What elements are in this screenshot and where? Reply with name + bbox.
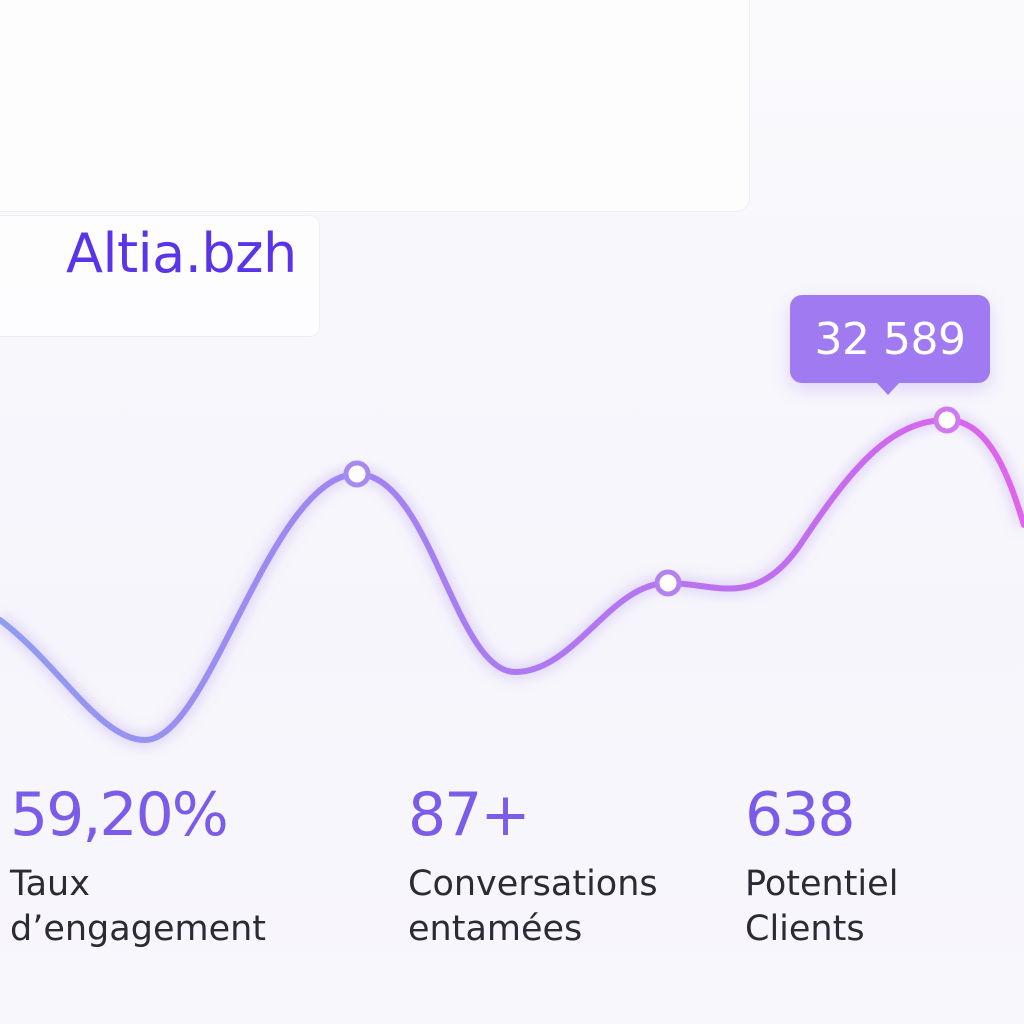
stat-value: 59,20% — [10, 780, 229, 850]
stat-label: Conversations entamées — [408, 864, 658, 949]
data-point-marker[interactable] — [343, 460, 371, 488]
trend-line-glow — [0, 412, 1024, 748]
stat-engagement-rate: 59,20% Taux d’engagement — [10, 780, 266, 952]
data-point-marker-highlighted[interactable] — [933, 406, 961, 434]
value-tooltip: 32 589 — [790, 295, 990, 395]
data-point-marker[interactable] — [654, 569, 682, 597]
brand-title: Altia.bzh — [66, 222, 297, 285]
stat-value: 87+ — [408, 780, 531, 850]
stat-value: 638 — [745, 780, 856, 850]
stat-label: Taux d’engagement — [10, 864, 267, 949]
background-window — [0, 0, 750, 212]
stat-label: Potentiel Clients — [745, 864, 899, 949]
trend-line — [0, 416, 1024, 744]
stat-conversations: 87+ Conversations entamées — [408, 780, 658, 952]
stat-potential-clients: 638 Potentiel Clients — [745, 780, 1024, 952]
background-window-side — [0, 215, 320, 337]
